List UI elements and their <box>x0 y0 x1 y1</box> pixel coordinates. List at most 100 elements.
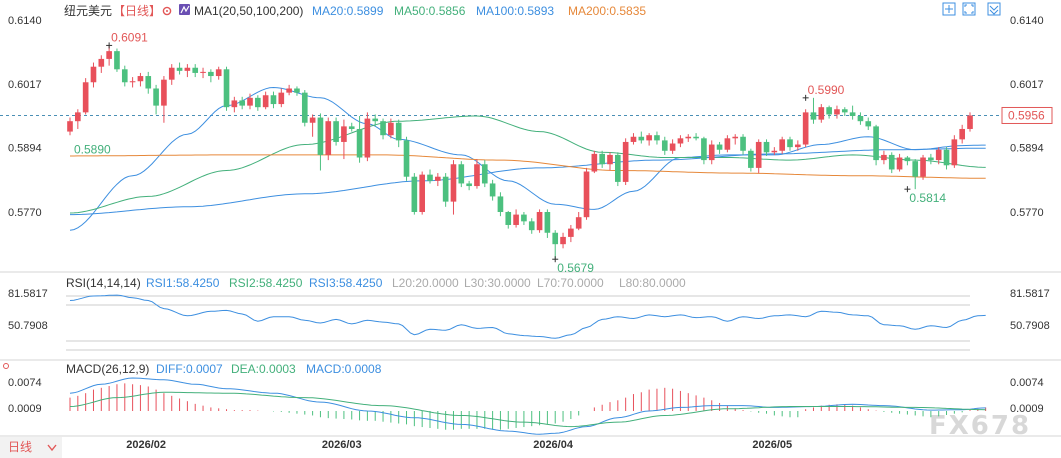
candle-up <box>98 55 105 73</box>
ma-legend-item: MA20:0.5899 <box>312 4 384 18</box>
candle-up <box>435 173 441 187</box>
candle-down <box>654 131 660 145</box>
candle-body <box>740 136 746 151</box>
candle-body <box>638 136 645 141</box>
candle-body <box>255 97 261 108</box>
candle-body <box>364 118 371 158</box>
candle-body <box>748 150 754 168</box>
macd-y-tick-right: 0.0074 <box>1010 377 1044 389</box>
crosshair-icon[interactable] <box>942 2 956 16</box>
candle-body <box>474 164 480 187</box>
candle-down <box>528 218 535 234</box>
candle-body <box>575 217 582 229</box>
candle-down <box>380 118 386 140</box>
x-tick-label: 2026/02 <box>126 439 166 451</box>
candle-body <box>661 140 668 151</box>
candle-body <box>231 100 238 108</box>
candle-body <box>560 236 566 245</box>
price-annotation: 0.5679 <box>557 261 594 275</box>
price-y-tick-right: 0.5770 <box>1010 207 1044 219</box>
candle-up <box>364 112 371 162</box>
candle-down <box>239 96 245 110</box>
panel-marker-icon <box>3 363 9 369</box>
candle-body <box>145 76 152 89</box>
candle-body <box>732 136 739 139</box>
collapse-icon[interactable] <box>987 2 1001 16</box>
candle-down <box>505 210 512 229</box>
candle-body <box>247 97 253 106</box>
ma-legend-item: MA50:0.5856 <box>394 4 466 18</box>
candle-body <box>75 112 81 122</box>
candle-down <box>411 173 418 215</box>
candle-body <box>168 67 175 80</box>
candle-body <box>458 164 465 184</box>
candle-down <box>395 119 402 148</box>
candle-body <box>450 164 457 202</box>
candle-down <box>615 152 621 187</box>
candle-body <box>935 149 942 161</box>
candle-body <box>583 171 590 218</box>
candle-up <box>622 138 629 186</box>
rsi-legend-item: L80:80.0000 <box>619 276 686 290</box>
candle-body <box>489 183 496 197</box>
candle-down <box>270 91 277 109</box>
candle-up <box>935 147 942 165</box>
candle-down <box>763 139 770 156</box>
candle-down <box>458 161 465 188</box>
rsi-y-tick-left: 50.7908 <box>8 320 48 332</box>
candle-up <box>129 77 136 88</box>
gear-icon[interactable] <box>162 6 172 16</box>
macd-histogram <box>69 383 987 430</box>
fullscreen-icon[interactable] <box>962 2 976 16</box>
candle-body <box>121 69 128 83</box>
candle-up <box>450 160 457 215</box>
candle-body <box>701 138 707 161</box>
candle-body <box>82 82 89 113</box>
candle-up <box>951 135 958 168</box>
candle-down <box>301 90 308 127</box>
candle-body <box>857 116 864 122</box>
macd-legend-item: MACD:0.0008 <box>306 362 382 376</box>
rsi-y-tick-right: 81.5817 <box>1010 288 1050 300</box>
candle-up <box>568 224 574 243</box>
candle-body <box>677 138 684 144</box>
candle-body <box>755 141 762 168</box>
candle-body <box>153 88 159 106</box>
candle-body <box>411 176 418 212</box>
period-badge[interactable]: 【日线】 <box>113 4 161 18</box>
macd-y-axis: 0.0074 0.0074 0.0009 0.0009 <box>8 377 1044 415</box>
candle-body <box>834 109 840 115</box>
candle-down <box>693 133 699 141</box>
candle-body <box>325 121 332 155</box>
candle-down <box>841 107 848 116</box>
candle-down <box>701 136 707 165</box>
candle-body <box>286 88 292 93</box>
candle-body <box>693 136 699 139</box>
macd-legend-item: MACD(26,12,9) <box>66 362 149 376</box>
candle-up <box>967 112 973 132</box>
candle-down <box>348 122 355 132</box>
candle-body <box>654 135 660 141</box>
candle-body <box>395 122 402 141</box>
price-y-tick-left: 0.5894 <box>8 143 42 155</box>
candle-up <box>591 150 598 174</box>
candle-down <box>145 71 152 94</box>
x-tick-label: 2026/05 <box>752 439 792 451</box>
period-footer[interactable]: 日线 <box>0 437 62 458</box>
ma100-line <box>70 147 986 216</box>
candle-up <box>75 109 81 129</box>
price-y-tick-right: 0.6140 <box>1010 15 1044 27</box>
rsi-legend-item: RSI(14,14,14) <box>66 276 141 290</box>
candle-down <box>599 150 605 168</box>
x-tick-label: 2026/04 <box>533 439 574 451</box>
candle-up <box>309 114 316 137</box>
indicator-toggle-icon[interactable] <box>179 4 190 15</box>
price-y-tick-left: 0.6140 <box>8 15 42 27</box>
rsi-legend-item: L70:70.0000 <box>537 276 604 290</box>
candle-down <box>638 131 645 144</box>
candle-down <box>317 113 324 171</box>
candle-body <box>90 66 97 83</box>
candle-up <box>607 152 613 171</box>
candle-body <box>98 58 105 67</box>
